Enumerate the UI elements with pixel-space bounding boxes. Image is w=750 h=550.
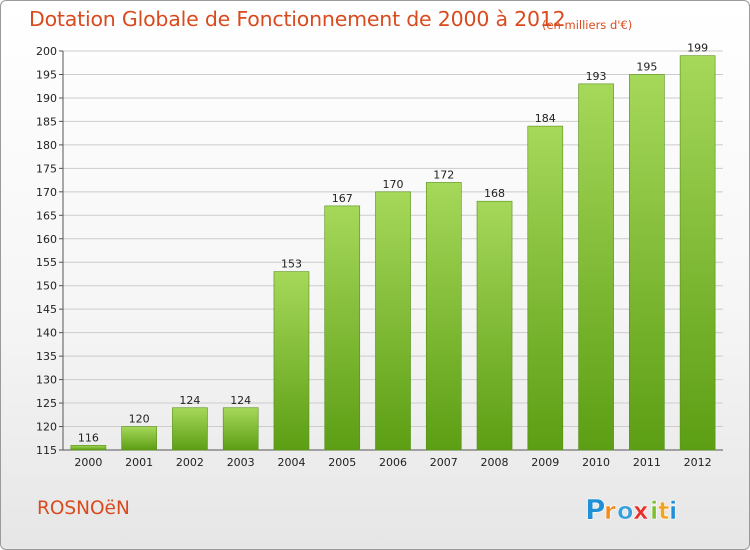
bar-2000	[70, 445, 107, 451]
bar-2005	[324, 205, 361, 451]
y-tick-label: 115	[36, 444, 57, 457]
x-tick-label-2000: 2000	[74, 456, 102, 469]
x-tick-label-2008: 2008	[481, 456, 509, 469]
data-label-2005: 167	[332, 192, 353, 205]
bar-2009	[527, 125, 564, 451]
x-axis-ticks: 2000 2001 2002 2003 2004 2005 2006 2007 2008 2009…	[74, 456, 711, 469]
y-tick-label: 140	[36, 327, 57, 340]
bar-2010	[578, 83, 614, 451]
y-tick-label: 150	[36, 280, 57, 293]
data-label-2001: 120	[129, 413, 150, 426]
data-label-2007: 172	[433, 168, 454, 181]
x-tick-label-2004: 2004	[277, 456, 305, 469]
x-tick-label-2010: 2010	[582, 456, 610, 469]
bar-2011	[629, 74, 665, 451]
x-tick-label-2012: 2012	[684, 456, 712, 469]
data-label-2010: 193	[586, 70, 607, 83]
y-tick-label: 130	[36, 374, 57, 387]
x-tick-label-2007: 2007	[430, 456, 458, 469]
proxiti-logo-letters: Pr o x i t i	[585, 493, 678, 527]
bar-2007	[425, 182, 462, 451]
bar-2003	[222, 407, 259, 451]
x-tick-label-2006: 2006	[379, 456, 407, 469]
logo-letter: x	[633, 497, 649, 525]
data-label-2000: 116	[78, 431, 99, 444]
y-tick-label: 185	[36, 115, 57, 128]
bars	[70, 55, 716, 451]
proxiti-logo: Pr o x i t i	[585, 493, 678, 527]
bar-2004	[273, 271, 310, 451]
y-tick-label: 200	[36, 45, 57, 58]
y-tick-label: 195	[36, 68, 57, 81]
data-label-2008: 168	[484, 187, 505, 200]
bar-2008	[476, 200, 513, 451]
y-tick-label: 165	[36, 209, 57, 222]
data-label-2004: 153	[281, 258, 302, 271]
logo-letter: i	[650, 497, 658, 525]
x-tick-label-2001: 2001	[125, 456, 153, 469]
data-label-2006: 170	[383, 178, 404, 191]
bar-2001	[121, 426, 157, 451]
bar-2002	[172, 407, 208, 451]
commune-name: ROSNOëN	[37, 498, 130, 519]
y-axis-ticks: 115 120 125 130 135 140 145 150 155 160 165 170 175 1…	[36, 45, 63, 457]
data-label-2003: 124	[230, 394, 251, 407]
y-tick-label: 120	[36, 421, 57, 434]
logo-letter: i	[669, 497, 677, 525]
data-label-2002: 124	[179, 394, 200, 407]
x-tick-label-2011: 2011	[633, 456, 661, 469]
y-tick-label: 175	[36, 162, 57, 175]
y-tick-label: 160	[36, 233, 57, 246]
x-tick-label-2003: 2003	[227, 456, 255, 469]
logo-letter: P	[585, 493, 606, 526]
data-label-2011: 195	[636, 60, 657, 73]
y-tick-label: 170	[36, 186, 57, 199]
y-tick-label: 135	[36, 350, 57, 363]
y-tick-label: 180	[36, 139, 57, 152]
x-tick-label-2009: 2009	[531, 456, 559, 469]
x-tick-label-2002: 2002	[176, 456, 204, 469]
y-tick-label: 155	[36, 256, 57, 269]
logo-letter: t	[658, 497, 669, 525]
data-label-2012: 199	[687, 42, 708, 55]
y-tick-label: 145	[36, 303, 57, 316]
bar-2006	[375, 191, 411, 451]
logo-letter: r	[604, 497, 616, 525]
x-tick-label-2005: 2005	[328, 456, 356, 469]
chart-title: Dotation Globale de Fonctionnement de 20…	[29, 7, 566, 31]
chart-subtitle: (en milliers d'€)	[542, 18, 633, 32]
data-label-2009: 184	[535, 112, 556, 125]
data-labels: 116 120 124 124 153 167 170 172 168 184 193 195 199	[78, 42, 708, 445]
bar-2012	[679, 55, 716, 451]
logo-letter: o	[617, 497, 634, 525]
y-tick-label: 190	[36, 92, 57, 105]
y-tick-label: 125	[36, 397, 57, 410]
